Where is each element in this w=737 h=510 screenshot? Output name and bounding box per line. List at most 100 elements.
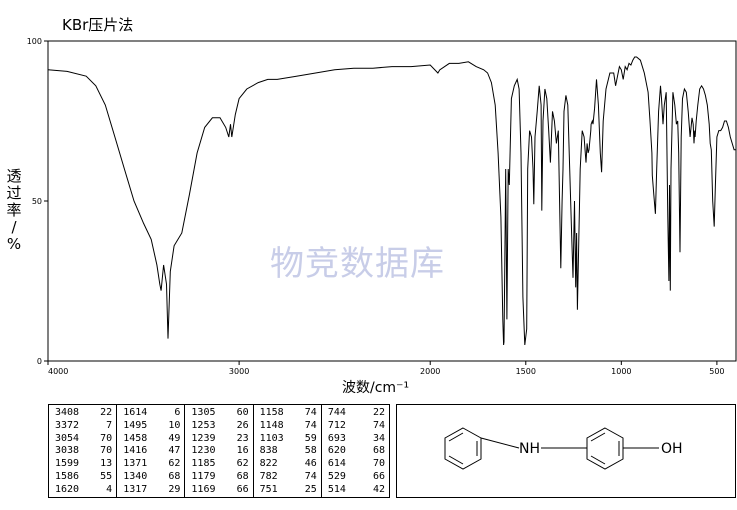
peak-transmittance: 42: [372, 483, 386, 495]
peak-row: 693 34: [328, 433, 385, 446]
peak-transmittance: 55: [100, 470, 113, 482]
x-tick-label: 500: [709, 367, 724, 376]
peak-transmittance: 68: [236, 470, 249, 482]
peak-wavenumber: 1458: [123, 432, 148, 444]
ring-double-bond: [590, 455, 606, 465]
peak-row: 1158 74: [260, 407, 317, 420]
nh-label: NH: [519, 441, 540, 457]
peak-transmittance: 6: [174, 407, 181, 418]
ring-double-bond: [448, 432, 464, 442]
peak-transmittance: 25: [304, 483, 317, 495]
peak-row: 3054 70: [55, 433, 112, 446]
peak-transmittance: 60: [236, 407, 249, 418]
peak-row: 1103 59: [260, 433, 317, 446]
peak-row: 838 58: [260, 445, 317, 458]
peak-wavenumber: 1317: [123, 483, 148, 495]
ring-double-bond: [448, 455, 464, 465]
structure-box: NH OH: [396, 404, 736, 498]
benzene-ring-left: [444, 427, 482, 470]
ring-double-bond: [590, 432, 606, 442]
peak-row: 614 70: [328, 458, 385, 471]
peak-wavenumber: 782: [259, 470, 278, 482]
bond-ring-nh: [480, 437, 520, 449]
peak-transmittance: 70: [100, 445, 113, 457]
peak-transmittance: 23: [236, 432, 249, 444]
x-tick-label: 2000: [420, 367, 440, 376]
peak-wavenumber: 529: [327, 470, 346, 482]
peak-wavenumber: 620: [327, 445, 346, 457]
peak-wavenumber: 693: [327, 432, 346, 444]
peak-wavenumber: 3038: [55, 445, 80, 457]
peak-row: 1230 16: [191, 445, 248, 458]
peak-transmittance: 7: [106, 419, 113, 431]
peak-wavenumber: 1230: [191, 445, 216, 457]
y-axis-label-char: 透: [6, 167, 22, 185]
axis-ticks: 4000 3000 2000 1500 1000 500 0 50 100: [27, 37, 725, 376]
peak-row: 712 74: [328, 420, 385, 433]
peak-table-column: 1305 60 1253 26 1239 23 1230 16 1185 62 1179 68 1169…: [185, 405, 254, 497]
peak-row: 751 25: [260, 484, 317, 497]
peak-wavenumber: 1253: [191, 419, 216, 431]
peak-row: 1599 13: [55, 458, 112, 471]
peak-row: 744 22: [328, 407, 385, 420]
peak-transmittance: 66: [372, 470, 386, 482]
peak-transmittance: 49: [168, 432, 181, 444]
y-axis-label-char: 率: [6, 201, 22, 219]
peak-wavenumber: 614: [327, 458, 346, 470]
peak-row: 1371 62: [123, 458, 180, 471]
ir-spectrum-plot: 4000 3000 2000 1500 1000 500 0 50 100: [27, 37, 737, 376]
watermark: 物竞数据库: [270, 244, 445, 284]
peak-transmittance: 47: [168, 445, 181, 457]
peak-transmittance: 46: [304, 458, 317, 470]
peak-table-column: 3408 22 3372 7 3054 70 3038 70 1599 13 1586 55 1620 4: [49, 405, 118, 497]
peak-row: 1317 29: [123, 484, 180, 497]
peak-row: 1614 6: [123, 407, 180, 420]
peak-wavenumber: 3372: [55, 419, 80, 431]
peak-wavenumber: 1103: [259, 432, 284, 444]
spectrum-line: [47, 56, 736, 346]
peak-transmittance: 74: [304, 470, 317, 482]
peak-transmittance: 34: [372, 432, 386, 444]
peak-wavenumber: 1148: [259, 419, 284, 431]
peak-wavenumber: 1495: [123, 419, 148, 431]
peak-transmittance: 70: [100, 432, 113, 444]
peak-wavenumber: 1305: [191, 407, 216, 418]
peak-wavenumber: 1586: [55, 470, 80, 482]
diphenylamine-hydroxy-structure: NH OH: [444, 427, 683, 470]
peak-row: 1185 62: [191, 458, 248, 471]
peak-row: 529 66: [328, 471, 385, 484]
peak-wavenumber: 712: [327, 419, 346, 431]
peak-row: 1416 47: [123, 445, 180, 458]
x-axis-label: 波数/cm⁻¹: [342, 380, 410, 396]
peak-transmittance: 58: [304, 445, 317, 457]
peak-transmittance: 22: [372, 407, 386, 418]
peak-wavenumber: 1239: [191, 432, 216, 444]
x-tick-label: 3000: [229, 367, 249, 376]
peak-row: 1253 26: [191, 420, 248, 433]
peak-wavenumber: 1340: [123, 470, 148, 482]
peak-table-column: 1158 74 1148 74 1103 59 838 58 822 46 782 74 751 25: [254, 405, 322, 497]
benzene-ring-right: [586, 427, 624, 470]
peak-transmittance: 74: [372, 419, 386, 431]
peak-transmittance: 29: [168, 483, 181, 495]
peak-row: 1620 4: [55, 484, 112, 497]
y-axis-label: 透 过 率 / %: [4, 168, 24, 253]
peak-row: 514 42: [328, 484, 385, 497]
x-tick-label: 1000: [611, 367, 631, 376]
peak-transmittance: 59: [304, 432, 317, 444]
peak-transmittance: 70: [372, 458, 386, 470]
peak-row: 1169 66: [191, 484, 248, 497]
peak-wavenumber: 1169: [191, 483, 216, 495]
peak-wavenumber: 822: [259, 458, 278, 470]
peak-wavenumber: 1416: [123, 445, 148, 457]
peak-transmittance: 22: [100, 407, 113, 418]
peak-transmittance: 74: [304, 419, 317, 431]
peak-wavenumber: 1620: [55, 483, 80, 495]
peak-transmittance: 16: [236, 445, 249, 457]
peak-table-column: 744 22 712 74 693 34 620 68 614 70 529 66 514 42: [322, 405, 389, 497]
y-axis-label-char: %: [6, 235, 22, 253]
peak-row: 3038 70: [55, 445, 112, 458]
peak-row: 1458 49: [123, 433, 180, 446]
peak-row: 1305 60: [191, 407, 248, 420]
peak-row: 782 74: [260, 471, 317, 484]
